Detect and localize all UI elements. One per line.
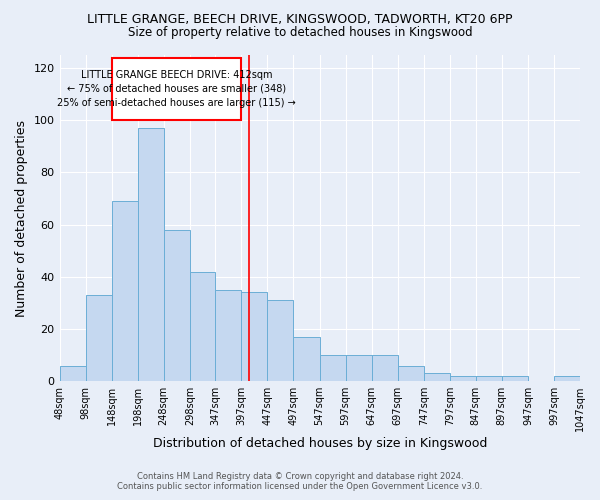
Bar (476, 376, 502, 381)
Bar (450, 376, 476, 381)
Bar (554, 376, 580, 381)
Bar (59, 366, 86, 381)
Bar (137, 128, 164, 381)
Text: Contains HM Land Registry data © Crown copyright and database right 2024.: Contains HM Land Registry data © Crown c… (137, 472, 463, 481)
Bar (112, 201, 137, 381)
Bar (424, 374, 450, 381)
Bar (86, 295, 112, 381)
Bar (346, 355, 371, 381)
Bar (502, 376, 528, 381)
Text: LITTLE GRANGE, BEECH DRIVE, KINGSWOOD, TADWORTH, KT20 6PP: LITTLE GRANGE, BEECH DRIVE, KINGSWOOD, T… (87, 12, 513, 26)
Bar (190, 272, 215, 381)
Bar (320, 355, 346, 381)
FancyBboxPatch shape (112, 58, 241, 120)
Bar (215, 290, 241, 381)
Bar (164, 230, 190, 381)
Y-axis label: Number of detached properties: Number of detached properties (15, 120, 28, 316)
Text: Size of property relative to detached houses in Kingswood: Size of property relative to detached ho… (128, 26, 472, 39)
Bar (371, 355, 398, 381)
Text: Contains public sector information licensed under the Open Government Licence v3: Contains public sector information licen… (118, 482, 482, 491)
Bar (268, 300, 293, 381)
X-axis label: Distribution of detached houses by size in Kingswood: Distribution of detached houses by size … (152, 437, 487, 450)
Bar (241, 292, 268, 381)
Bar (398, 366, 424, 381)
Text: LITTLE GRANGE BEECH DRIVE: 412sqm
← 75% of detached houses are smaller (348)
25%: LITTLE GRANGE BEECH DRIVE: 412sqm ← 75% … (57, 70, 296, 108)
Bar (293, 337, 320, 381)
